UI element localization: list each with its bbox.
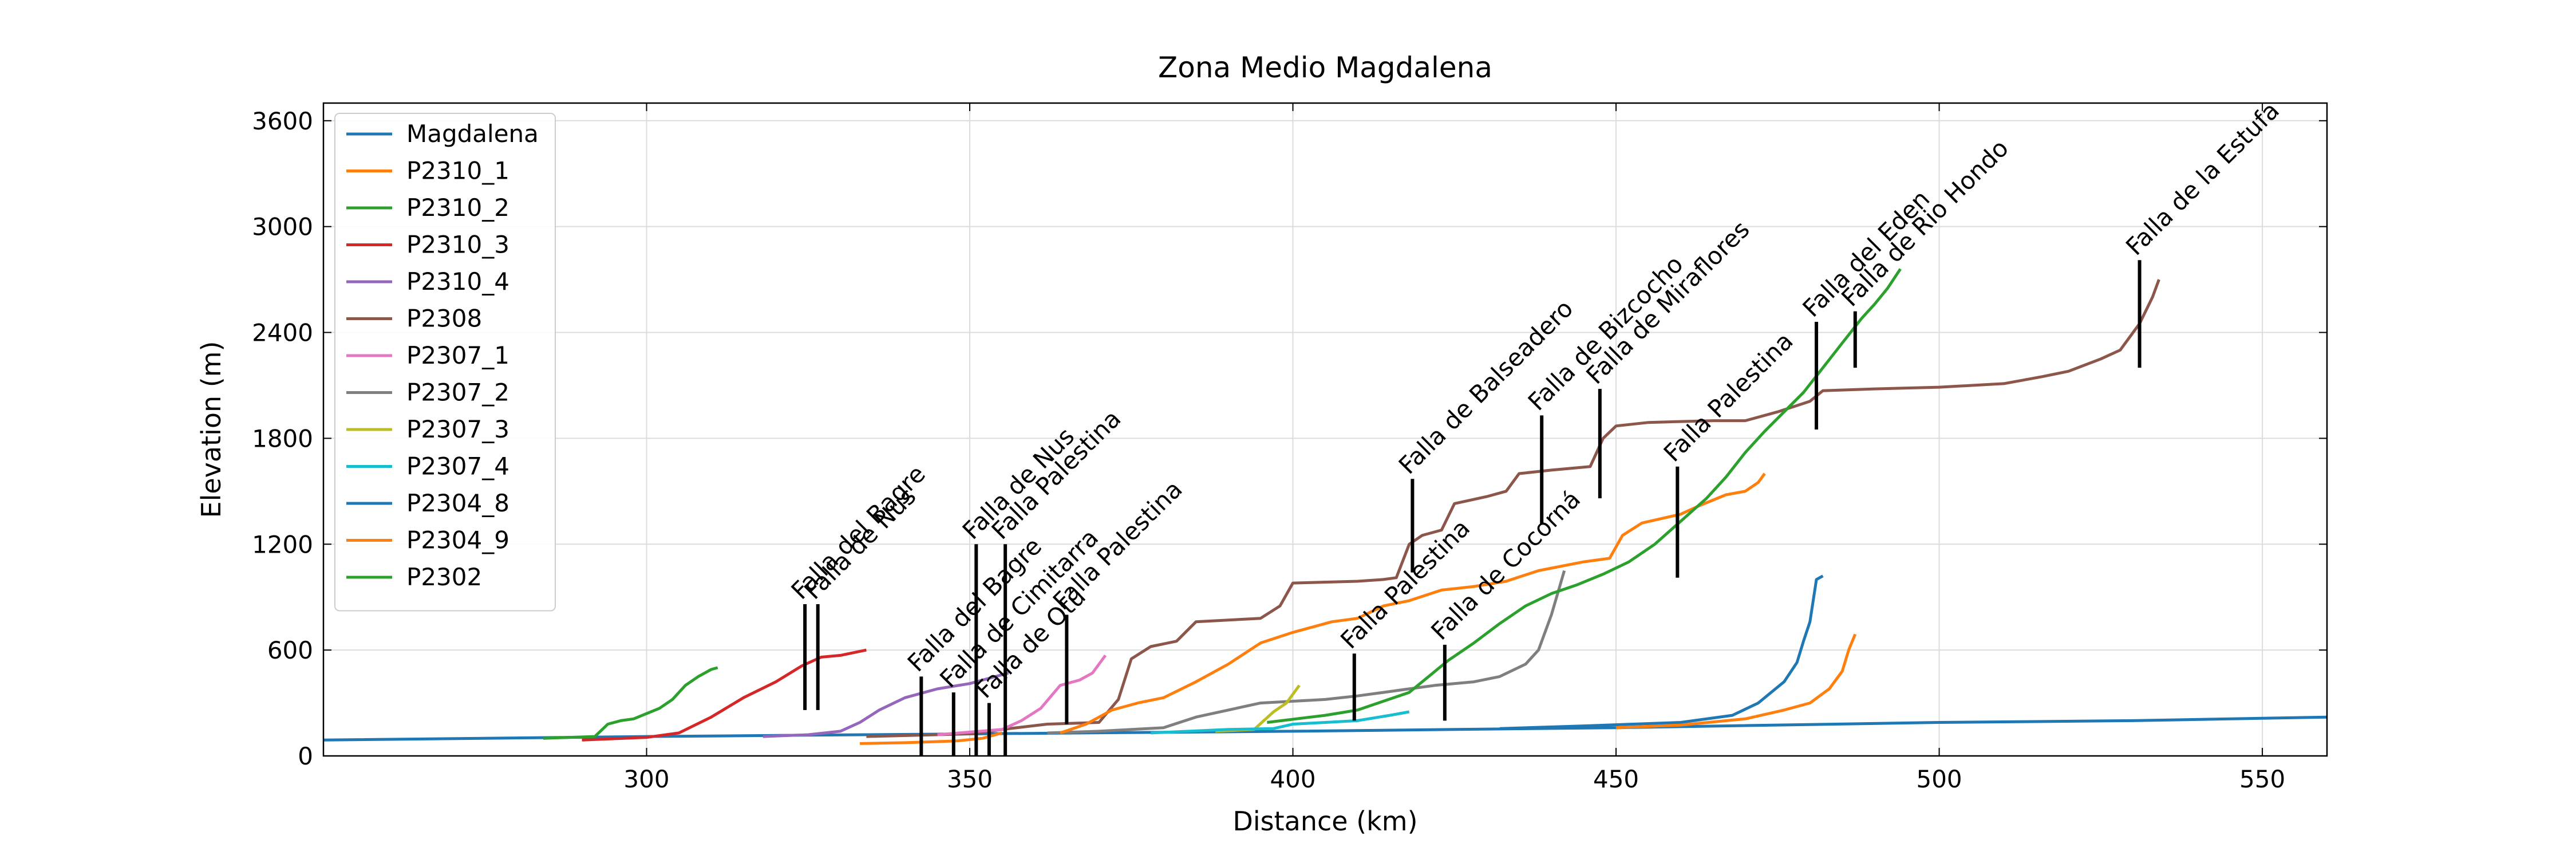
- fault-label: Falla del Eden: [1797, 184, 1935, 322]
- y-tick-label: 3000: [252, 213, 313, 241]
- legend-entry: P2308: [406, 305, 482, 333]
- series-line-p2304-8: [1499, 574, 1824, 730]
- chart-title: Zona Medio Magdalena: [1158, 51, 1492, 84]
- series-line-p2308: [866, 279, 2160, 738]
- grid: [323, 103, 2327, 756]
- legend-entry: P2310_2: [406, 194, 509, 222]
- y-tick-label: 1800: [252, 424, 313, 452]
- legend-entry: P2307_2: [406, 379, 509, 407]
- legend-entry: Magdalena: [406, 120, 539, 148]
- y-tick-label: 1200: [252, 530, 313, 558]
- x-axis-label: Distance (km): [1232, 806, 1417, 837]
- legend-entry: P2302: [406, 563, 482, 591]
- x-tick-label: 450: [1593, 765, 1639, 793]
- series-line-p2310-3: [582, 648, 867, 742]
- y-tick-label: 3600: [252, 107, 313, 135]
- series-line-p2310-2: [543, 666, 718, 740]
- series-line-p2307-4: [1151, 710, 1410, 735]
- x-tick-label: 550: [2239, 765, 2285, 793]
- legend-entry: P2307_1: [406, 341, 509, 369]
- series-lines: [323, 268, 2328, 745]
- x-tick-label: 400: [1270, 765, 1315, 793]
- y-tick-label: 2400: [252, 319, 313, 347]
- y-tick-label: 0: [298, 742, 313, 770]
- axes: 300 350 400 450 500 550 0 600 1200 1800 2400 3000 36…: [252, 102, 2328, 793]
- series-line-p2307-2: [1047, 570, 1566, 735]
- fault-label: Falla de Nus: [799, 482, 921, 605]
- legend-entry: P2307_3: [406, 415, 509, 443]
- fault-label: Falla Palestina: [1658, 327, 1799, 467]
- fault-label: Falla de Rio Hondo: [1836, 134, 2014, 312]
- plot-frame: [322, 102, 2328, 757]
- y-tick-label: 600: [267, 636, 313, 664]
- x-tick-label: 350: [947, 765, 993, 793]
- legend-box: [334, 113, 556, 612]
- legend: Magdalena P2310_1 P2310_2 P2310_3 P2310_4 P23…: [334, 113, 556, 612]
- series-line-p2304-9: [1615, 633, 1857, 730]
- fault-label: Falla de Miraflores: [1581, 215, 1755, 389]
- series-line-p2307-1: [937, 654, 1107, 736]
- series-line-p2310-4: [762, 671, 1009, 738]
- series-line-p2302: [1267, 268, 1902, 724]
- series-line-magdalena: [323, 715, 2328, 742]
- x-tick-label: 300: [623, 765, 669, 793]
- y-axis-label: Elevation (m): [196, 341, 227, 518]
- legend-entry: P2304_9: [406, 526, 509, 554]
- legend-entry: P2310_4: [406, 267, 509, 295]
- legend-entry: P2307_4: [406, 452, 509, 480]
- legend-entry: P2310_3: [406, 231, 509, 259]
- legend-entry: P2304_8: [406, 489, 509, 517]
- x-tick-label: 500: [1916, 765, 1962, 793]
- legend-entry: P2310_1: [406, 157, 509, 185]
